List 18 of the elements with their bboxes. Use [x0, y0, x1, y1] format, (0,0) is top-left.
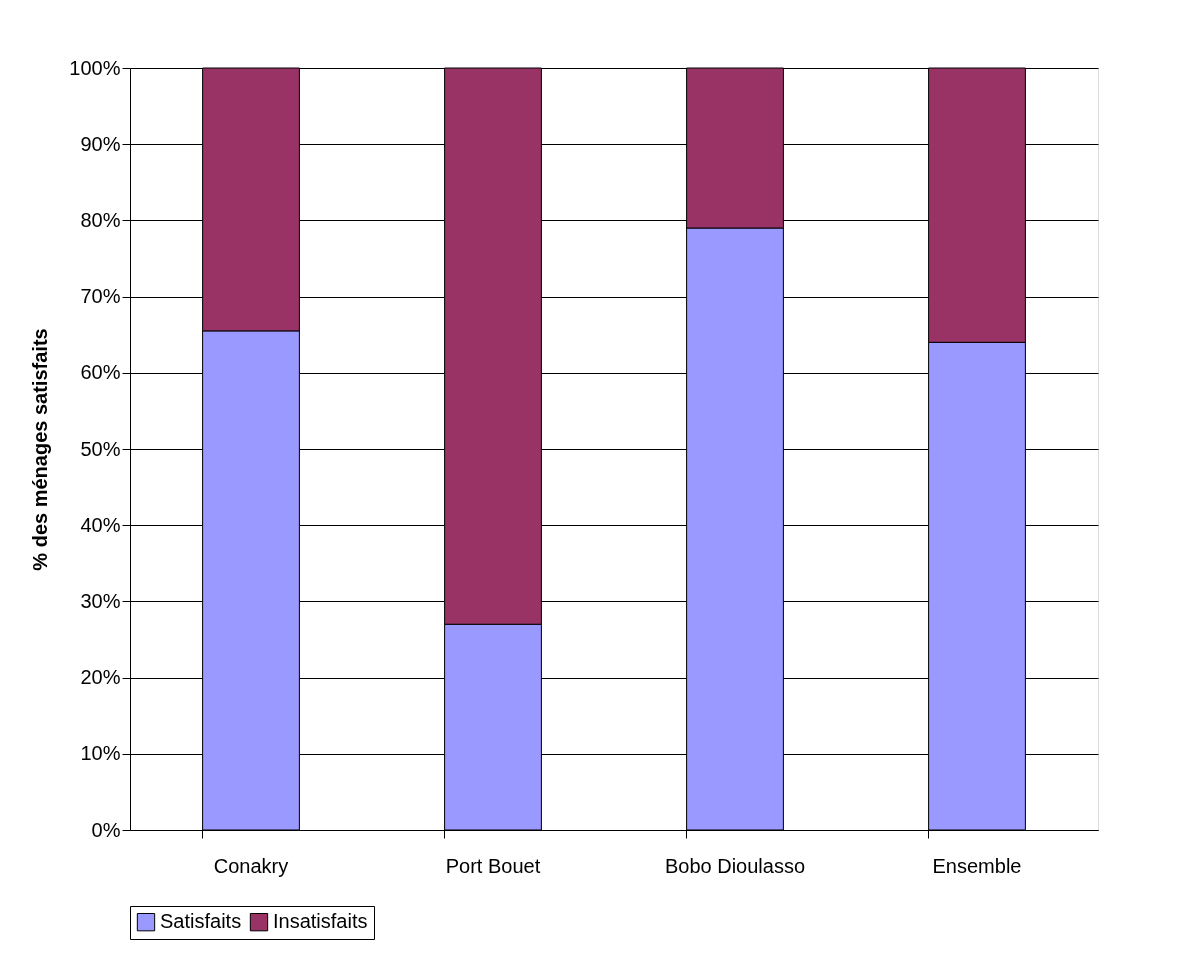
x-tick-label: Conakry — [213, 854, 289, 877]
y-tick-label: 60% — [80, 361, 121, 384]
y-tick-label: 80% — [80, 208, 121, 231]
y-tick-label: 40% — [80, 513, 121, 536]
y-tick-label: 90% — [80, 132, 121, 155]
y-tick-label: 100% — [69, 56, 121, 79]
legend-label: Insatisfaits — [273, 910, 368, 933]
legend-label: Satisfaits — [160, 910, 242, 933]
y-tick-label: 70% — [80, 285, 121, 308]
y-tick-label: 10% — [80, 742, 121, 765]
y-axis-title: % des ménages satisfaits — [29, 328, 52, 571]
y-tick-label: 30% — [80, 589, 121, 612]
x-tick-label: Ensemble — [932, 854, 1022, 877]
y-tick-label: 20% — [80, 666, 121, 689]
y-tick-label: 0% — [91, 818, 121, 841]
x-tick-label: Port Bouet — [445, 854, 541, 877]
x-tick-label: Bobo Dioulasso — [664, 854, 806, 877]
y-tick-label: 50% — [80, 437, 121, 460]
